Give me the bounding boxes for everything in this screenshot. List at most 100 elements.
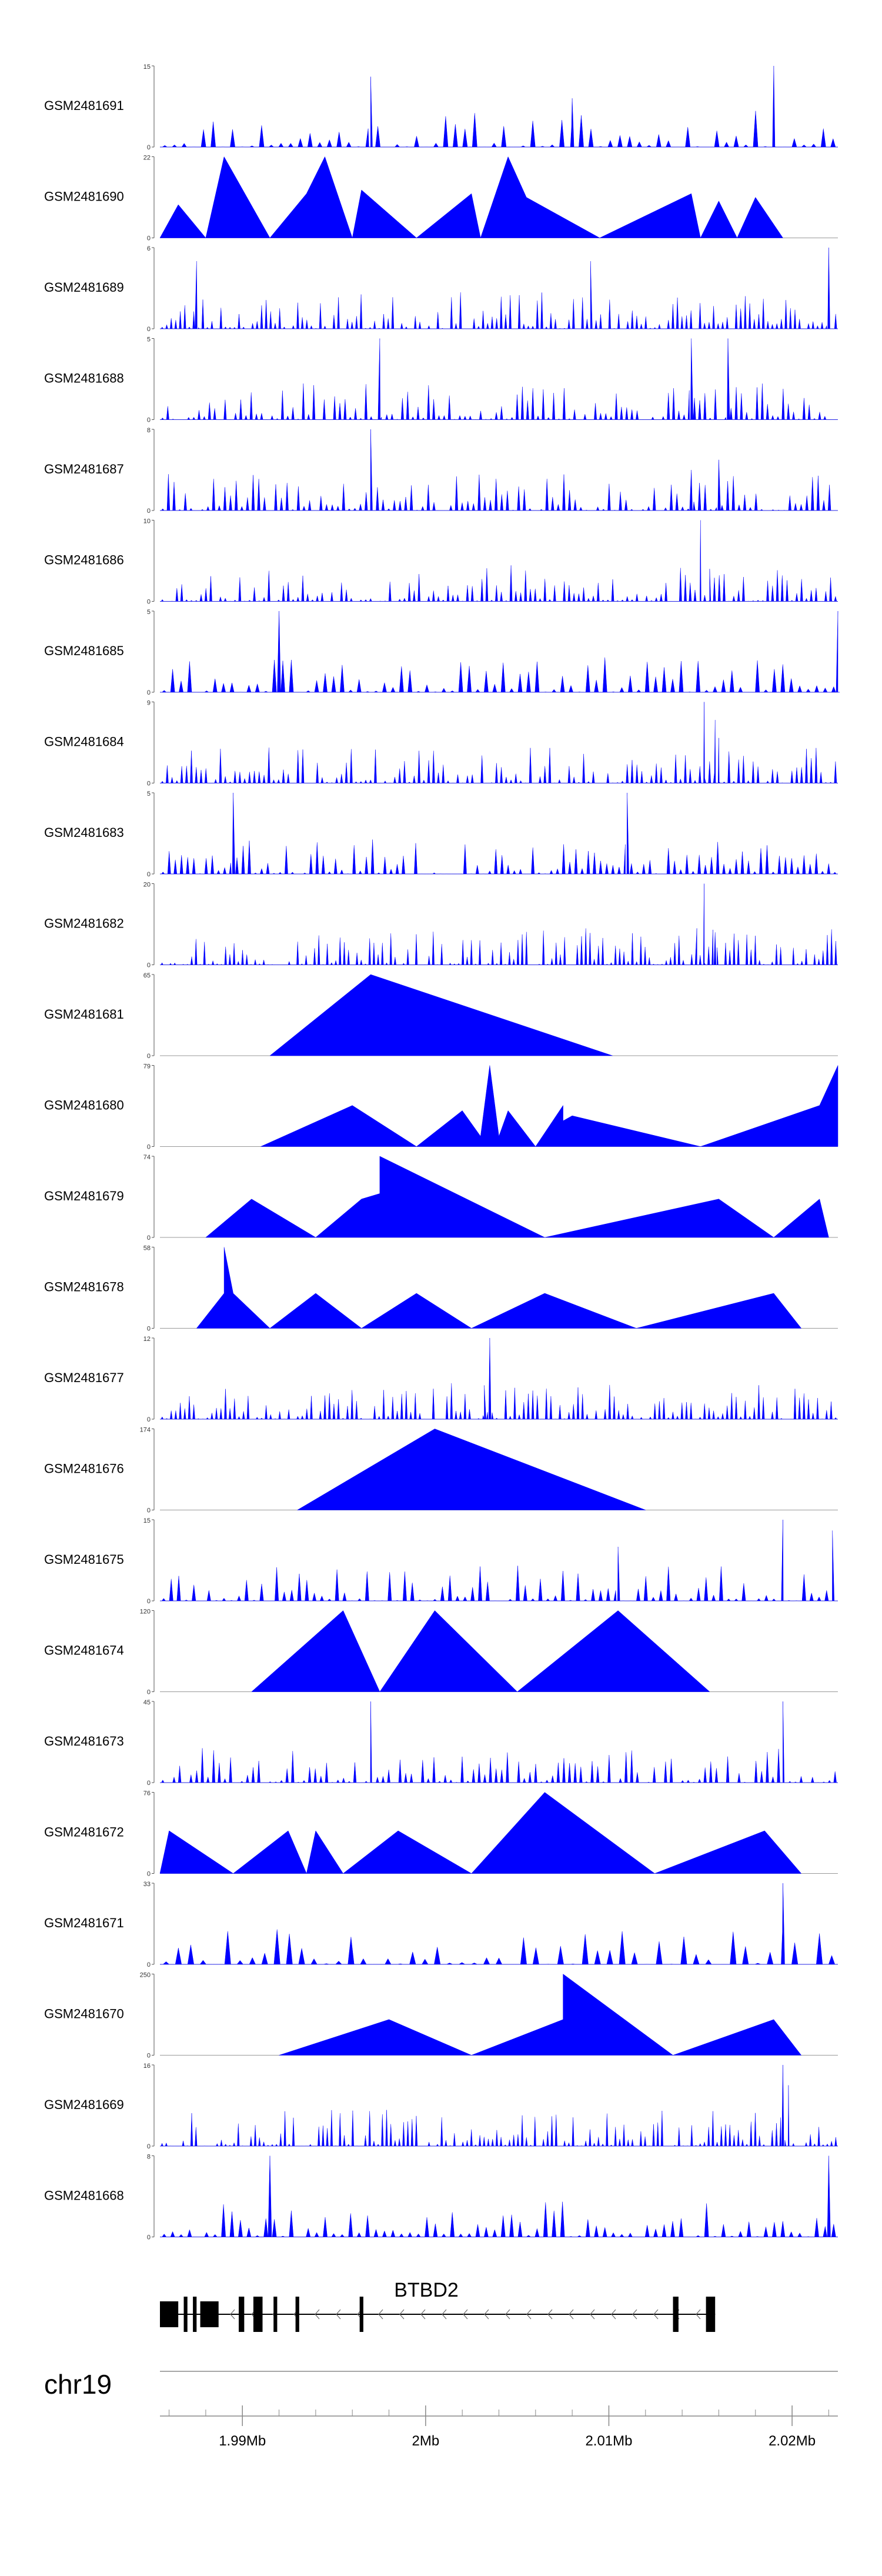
track-label: GSM2481674 <box>44 1643 124 1658</box>
tick-label: 2.01Mb <box>585 2433 632 2449</box>
track-label: GSM2481670 <box>44 2007 124 2021</box>
track-label: GSM2481678 <box>44 1280 124 1294</box>
track-GSM2481673: GSM2481673 45 0 <box>44 1699 838 1787</box>
coverage-area <box>160 247 838 329</box>
coverage-area <box>160 1337 838 1420</box>
strand-arrow-icon <box>590 2309 595 2320</box>
y-max-label: 74 <box>143 1154 151 1161</box>
coverage-area <box>260 1065 838 1147</box>
gene-exon <box>359 2297 363 2332</box>
track-GSM2481687: GSM2481687 8 0 <box>44 427 838 515</box>
y-zero-label: 0 <box>147 1144 151 1151</box>
coverage-tracks: GSM2481691150GSM2481690220GSM248168960GS… <box>44 64 840 2241</box>
gene-exon <box>273 2297 278 2332</box>
track-GSM2481679: GSM2481679 74 0 <box>44 1154 838 1242</box>
track-GSM2481672: GSM2481672 76 0 <box>44 1790 838 1878</box>
track-GSM2481675: GSM2481675 15 0 <box>44 1517 838 1605</box>
strand-arrow-icon <box>315 2309 320 2320</box>
y-max-label: 15 <box>143 64 151 71</box>
strand-arrow-icon <box>632 2309 637 2320</box>
coverage-area <box>160 1701 838 1783</box>
y-zero-label: 0 <box>147 1689 151 1696</box>
track-label: GSM2481676 <box>44 1461 124 1476</box>
strand-arrow-icon <box>230 2309 235 2320</box>
coverage-area <box>160 338 838 420</box>
coverage-area <box>160 610 840 693</box>
track-GSM2481683: GSM2481683 5 0 <box>44 790 838 878</box>
strand-arrow-icon <box>484 2309 489 2320</box>
strand-arrow-icon <box>399 2309 405 2320</box>
strand-arrow-icon <box>336 2309 341 2320</box>
y-zero-label: 0 <box>147 1326 151 1333</box>
strand-arrow-icon <box>569 2309 574 2320</box>
track-GSM2481676: GSM2481676 174 0 <box>44 1427 838 1514</box>
y-max-label: 6 <box>147 245 151 252</box>
gene-exon <box>295 2297 299 2332</box>
y-max-label: 5 <box>147 790 151 798</box>
track-GSM2481677: GSM2481677 12 0 <box>44 1336 838 1423</box>
track-label: GSM2481669 <box>44 2097 124 2112</box>
track-label: GSM2481690 <box>44 189 124 204</box>
track-label: GSM2481675 <box>44 1552 124 1567</box>
y-zero-label: 0 <box>147 1780 151 1787</box>
y-zero-label: 0 <box>147 599 151 606</box>
strand-arrow-icon <box>378 2309 383 2320</box>
coverage-area <box>159 156 783 239</box>
track-GSM2481678: GSM2481678 58 0 <box>44 1245 838 1333</box>
y-zero-label: 0 <box>147 1961 151 1968</box>
strand-arrow-icon <box>442 2309 447 2320</box>
gene-exon <box>673 2297 679 2332</box>
gene-annotation-track: BTBD2 <box>160 2279 716 2332</box>
track-label: GSM2481673 <box>44 1734 124 1749</box>
y-max-label: 5 <box>147 609 151 616</box>
coverage-area <box>160 702 838 783</box>
y-zero-label: 0 <box>147 144 151 151</box>
track-GSM2481670: GSM2481670 250 0 <box>44 1972 838 2060</box>
track-GSM2481685: GSM2481685 5 0 <box>44 609 840 696</box>
track-label: GSM2481677 <box>44 1370 124 1385</box>
gene-exon <box>200 2301 219 2327</box>
y-max-label: 15 <box>143 1517 151 1524</box>
track-label: GSM2481679 <box>44 1189 124 1203</box>
coverage-area <box>160 2064 838 2147</box>
strand-arrow-icon <box>526 2309 532 2320</box>
coverage-area <box>279 1974 802 2056</box>
y-zero-label: 0 <box>147 2053 151 2060</box>
track-GSM2481681: GSM2481681 65 0 <box>44 972 838 1060</box>
y-max-label: 10 <box>143 518 151 525</box>
track-label: GSM2481686 <box>44 553 124 568</box>
track-label: GSM2481680 <box>44 1098 124 1113</box>
track-GSM2481668: GSM2481668 8 0 <box>44 2154 838 2241</box>
y-zero-label: 0 <box>147 2143 151 2150</box>
y-max-label: 20 <box>143 882 151 889</box>
track-label: GSM2481691 <box>44 98 124 113</box>
y-zero-label: 0 <box>147 508 151 515</box>
coverage-area <box>269 974 613 1056</box>
gene-exon <box>706 2297 716 2332</box>
strand-arrow-icon <box>547 2309 553 2320</box>
y-max-label: 8 <box>147 2154 151 2161</box>
tick-label: 2.02Mb <box>769 2433 816 2449</box>
track-GSM2481671: GSM2481671 33 0 <box>44 1881 838 1968</box>
y-max-label: 16 <box>143 2063 151 2070</box>
y-max-label: 45 <box>143 1699 151 1706</box>
track-label: GSM2481682 <box>44 916 124 931</box>
gene-exon <box>238 2297 245 2332</box>
gene-exon <box>253 2297 263 2332</box>
y-max-label: 250 <box>140 1972 151 1979</box>
gene-exon <box>193 2297 197 2332</box>
coverage-area <box>160 1883 838 1965</box>
y-max-label: 76 <box>143 1790 151 1797</box>
y-zero-label: 0 <box>147 326 151 333</box>
y-max-label: 5 <box>147 336 151 343</box>
chromosome-label: chr19 <box>44 2369 112 2400</box>
y-zero-label: 0 <box>147 1416 151 1423</box>
coverage-area <box>160 883 838 965</box>
y-zero-label: 0 <box>147 417 151 424</box>
track-GSM2481689: GSM2481689 6 0 <box>44 245 838 333</box>
coverage-area <box>205 1156 829 1238</box>
y-max-label: 22 <box>143 155 151 162</box>
track-label: GSM2481672 <box>44 1825 124 1840</box>
y-zero-label: 0 <box>147 871 151 878</box>
